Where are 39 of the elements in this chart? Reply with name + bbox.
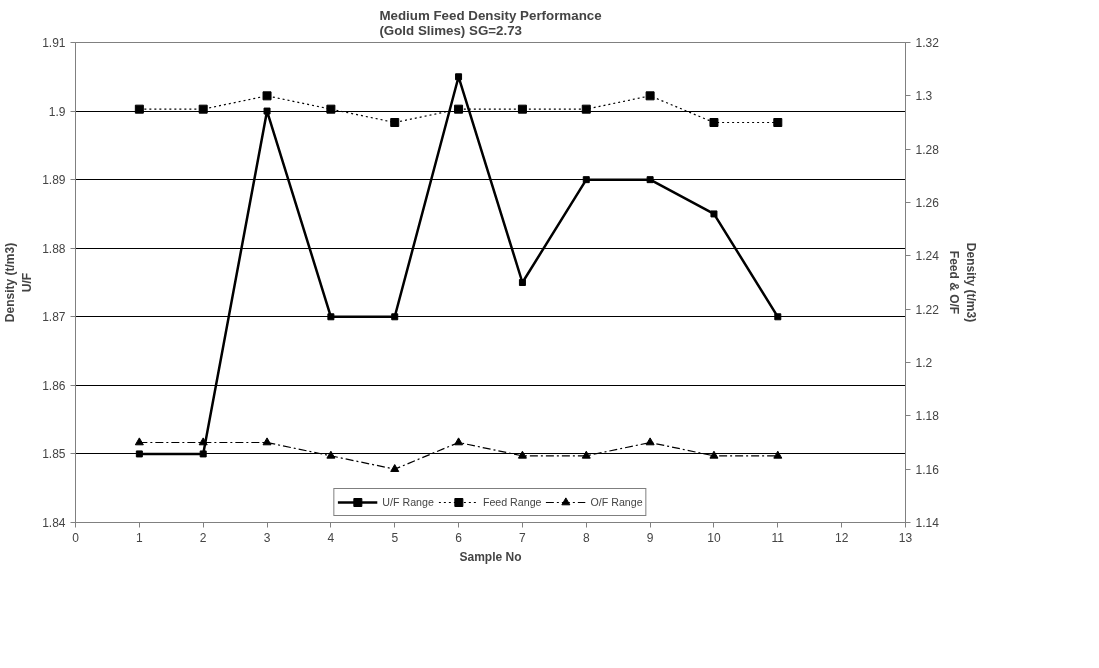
x-tick-label: 0 <box>72 530 80 545</box>
y2-tick-label: 1.2 <box>915 356 933 370</box>
x-tick-label: 6 <box>455 530 463 545</box>
y-tick-label: 1.88 <box>42 241 66 256</box>
y2-tick-label: 1.24 <box>915 249 940 264</box>
x-tick-label: 4 <box>327 530 335 545</box>
x-tick-label: 9 <box>646 530 654 545</box>
y2-tick-label: 1.32 <box>915 36 940 50</box>
y-tick-label: 1.89 <box>42 173 66 188</box>
x-tick-label: 8 <box>582 530 590 545</box>
x-tick-label: 1 <box>136 530 144 545</box>
y2-tick-label: 1.18 <box>915 409 940 424</box>
x-tick-label: 7 <box>519 530 527 545</box>
chart-title: Medium Feed Density Performance (Gold Slimes) SG=2.73 <box>379 7 602 38</box>
legend-label: U/F Range <box>382 496 434 508</box>
y-tick-label: 1.85 <box>42 447 66 462</box>
y2-tick-label: 1.16 <box>915 462 940 477</box>
y-tick-label: 1.86 <box>42 378 66 393</box>
x-tick-label: 12 <box>834 530 849 545</box>
y-tick-label: 1.87 <box>42 310 66 325</box>
legend-label: O/F Range <box>590 496 643 508</box>
y2-tick-label: 1.3 <box>915 89 933 104</box>
y-tick-label: 1.91 <box>42 36 66 50</box>
y2-tick-label: 1.28 <box>915 142 940 157</box>
y2-tick-label: 1.14 <box>915 516 940 530</box>
x-tick-label: 10 <box>707 530 721 545</box>
y-tick-label: 1.9 <box>48 104 66 119</box>
y2-tick-label: 1.26 <box>915 196 940 210</box>
x-axis-title: Sample No <box>459 549 522 564</box>
x-tick-label: 2 <box>199 530 207 545</box>
x-tick-label: 13 <box>898 530 913 545</box>
y2-axis-title: Density (t/m3) Feed & O/F <box>946 242 978 323</box>
y-tick-label: 1.84 <box>42 516 66 530</box>
x-tick-label: 11 <box>771 530 785 545</box>
x-tick-label: 3 <box>263 530 271 545</box>
y2-tick-label: 1.22 <box>915 302 940 317</box>
legend-label: Feed Range <box>482 496 542 508</box>
x-tick-label: 5 <box>391 530 399 545</box>
y-axis-title: Density (t/m3) U/F <box>3 242 35 323</box>
